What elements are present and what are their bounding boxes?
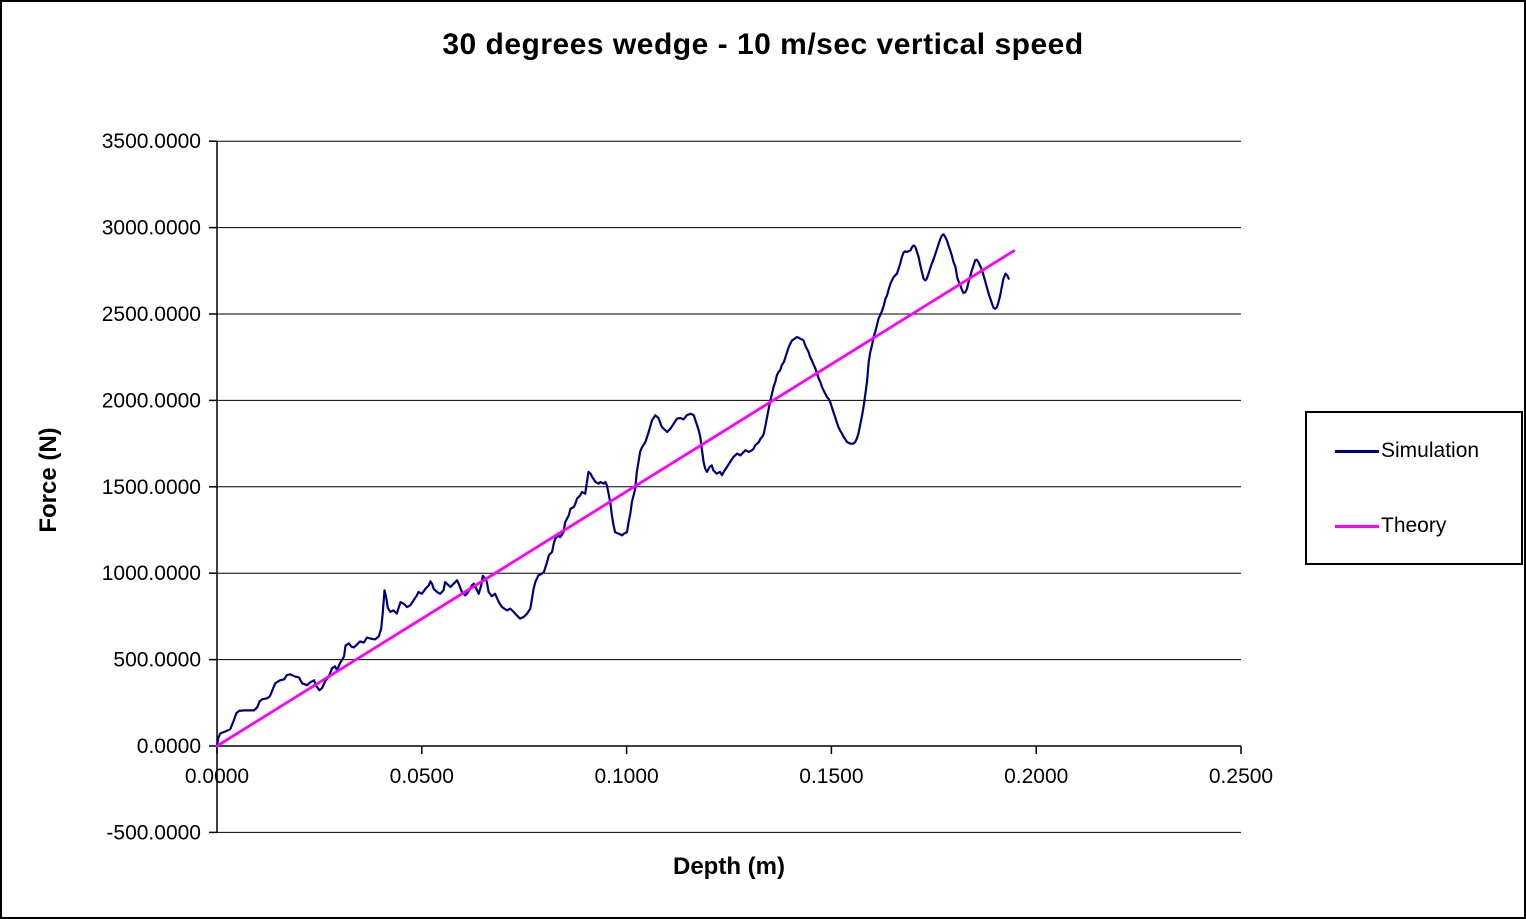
- y-tick-label: -500.0000: [106, 821, 201, 844]
- y-tick-label: 0.0000: [137, 735, 201, 758]
- legend-label-theory: Theory: [1381, 514, 1447, 537]
- x-tick-label: 0.0500: [390, 765, 454, 788]
- y-tick-label: 1000.0000: [102, 562, 201, 585]
- y-tick-label: 2000.0000: [102, 389, 201, 412]
- legend-item-theory: Theory: [1335, 514, 1446, 538]
- x-axis-title: Depth (m): [673, 853, 785, 880]
- y-tick-label: 3500.0000: [102, 130, 201, 153]
- y-tick-label: 3000.0000: [102, 217, 201, 240]
- theory-line-swatch: [1335, 524, 1379, 528]
- x-tick-label: 0.1500: [799, 765, 863, 788]
- legend-item-simulation: Simulation: [1335, 439, 1479, 463]
- x-tick-label: 0.2000: [1004, 765, 1068, 788]
- theory-line: [215, 249, 1016, 748]
- x-tick-label: 0.1000: [594, 765, 658, 788]
- legend: Simulation Theory: [1305, 411, 1523, 565]
- chart-title: 30 degrees wedge - 10 m/sec vertical spe…: [442, 28, 1084, 61]
- y-tick-label: 1500.0000: [102, 476, 201, 499]
- y-tick-label: 500.0000: [113, 649, 201, 672]
- x-tick-label: 0.0000: [185, 765, 249, 788]
- simulation-line: [215, 233, 1010, 748]
- simulation-line-swatch: [1335, 449, 1379, 453]
- y-tick-label: 2500.0000: [102, 303, 201, 326]
- legend-label-simulation: Simulation: [1381, 439, 1480, 462]
- x-tick-label: 0.2500: [1209, 765, 1273, 788]
- y-axis-title: Force (N): [35, 427, 62, 533]
